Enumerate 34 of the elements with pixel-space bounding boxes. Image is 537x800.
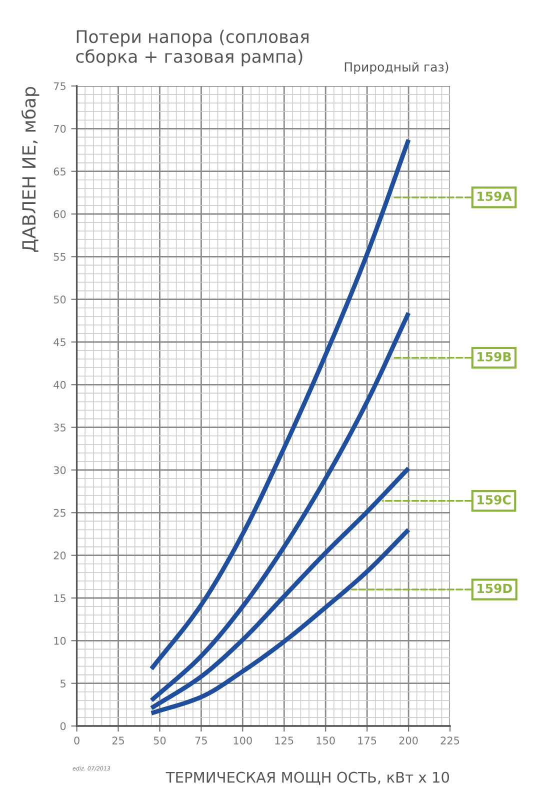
x-axis-title: ТЕРМИЧЕСКАЯ МОЩН ОСТЬ, кВт х 10 (166, 772, 450, 785)
x-tick-label: 175 (358, 736, 376, 744)
x-tick-label: 75 (195, 736, 207, 744)
y-tick-label: 70 (54, 124, 66, 133)
chart-subtitle: Природный газ) (344, 62, 448, 74)
y-tick-label: 40 (54, 380, 66, 389)
y-tick-label: 65 (54, 168, 66, 176)
y-tick-label: 5 (60, 680, 66, 688)
y-tick-label: 10 (54, 636, 66, 645)
x-tick-label: 100 (234, 736, 252, 744)
x-tick-label: 200 (399, 736, 418, 744)
x-tick-label: 225 (440, 736, 460, 744)
y-tick-label: 35 (54, 424, 66, 432)
text: 159A (478, 192, 512, 201)
chart-title: Потери напора (сопловая сборка + газовая рампа) (76, 30, 308, 66)
y-tick-label: 30 (54, 466, 66, 474)
text: 159D (478, 584, 512, 594)
y-tick-label: 0 (60, 722, 66, 730)
y-tick-label: 45 (54, 338, 66, 346)
x-tick-label: 150 (316, 736, 335, 744)
y-tick-label: 25 (54, 508, 66, 517)
x-tick-label: 50 (154, 736, 166, 744)
x-tick-label: 125 (275, 736, 294, 744)
text: 159C (478, 495, 511, 504)
y-tick-label: 55 (54, 253, 66, 261)
x-tick-label: 0 (74, 736, 80, 744)
y-tick-label: 75 (54, 82, 66, 90)
x-tick-label: 25 (112, 736, 124, 744)
y-axis-title: ДАВЛЕН ИЕ, мбар (21, 86, 40, 252)
y-tick-label: 50 (54, 296, 66, 304)
y-tick-label: 15 (54, 594, 66, 602)
text: 159B (478, 352, 511, 362)
y-tick-label: 20 (54, 552, 66, 560)
y-tick-label: 60 (54, 210, 66, 218)
